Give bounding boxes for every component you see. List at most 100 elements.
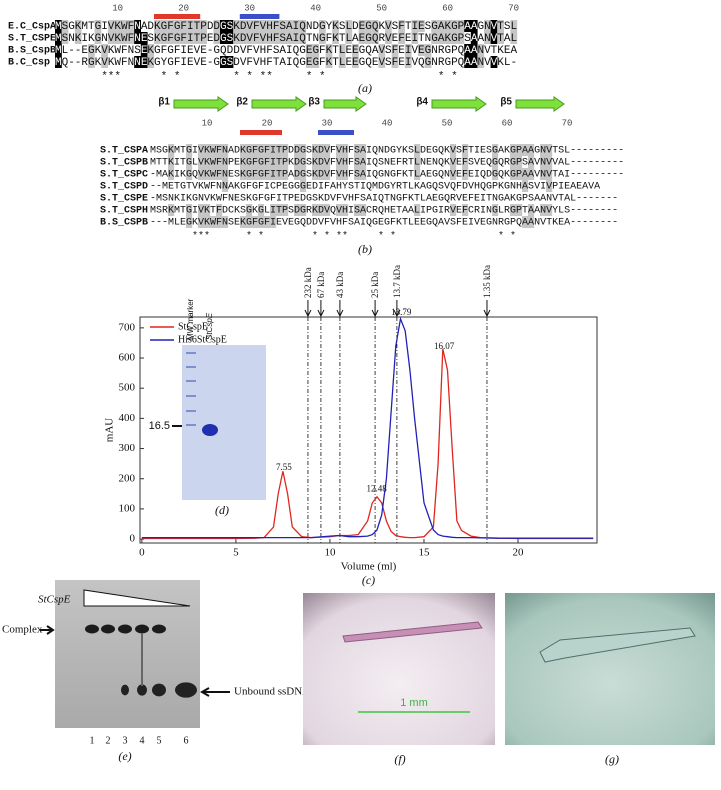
beta-strand: [431, 96, 487, 112]
conservation-stars: *** * * * * ** * * * *: [55, 71, 458, 83]
residue-shade: [411, 32, 419, 44]
y-tick-label: 600: [119, 352, 136, 364]
residue-shade: [213, 20, 221, 32]
residue-shade: [336, 144, 343, 156]
residue-shade: [371, 32, 379, 44]
residue-shade: [360, 168, 367, 180]
strand-label: β4: [416, 97, 428, 108]
residue-shade: [336, 204, 343, 216]
sequence-name: S.T_CSPA: [100, 146, 148, 157]
residue-shade: [464, 44, 471, 56]
residue-shade: [294, 168, 301, 180]
residue-shade: [292, 20, 300, 32]
residue-shade: [540, 144, 547, 156]
residue-shade: [210, 168, 217, 180]
residue-shade: [252, 216, 259, 228]
strand-label: β3: [308, 97, 320, 108]
residue-shade: [528, 144, 535, 156]
residue-shade: [490, 20, 498, 32]
residue-shade: [121, 32, 128, 44]
residue-shade: [360, 204, 367, 216]
residue-shade: [282, 204, 289, 216]
residue-shade: [510, 168, 517, 180]
strand-label: β2: [236, 97, 248, 108]
residue-shade: [286, 32, 293, 44]
residue-shade: [160, 20, 168, 32]
residue-shade: [358, 32, 366, 44]
residue-shade: [490, 32, 498, 44]
lane-number: 6: [184, 735, 189, 746]
x-tick-label: 10: [324, 547, 336, 559]
residue-shade: [431, 20, 438, 32]
marker-label: 232 kDa: [303, 267, 313, 298]
marker-arrow: [304, 300, 312, 318]
residue-shade: [332, 20, 339, 32]
residue-shade: [294, 204, 301, 216]
residue-shade: [114, 20, 122, 32]
complex-label: Complex: [2, 624, 43, 636]
residue-shade: [134, 32, 141, 44]
sequence-name: S.T_CSPB: [100, 158, 148, 169]
residue-shade: [528, 168, 535, 180]
series-line: [141, 316, 594, 539]
residue-shade: [516, 168, 523, 180]
sequence: MSNKIKGNVKWFNESKGFGFITPEDGSKDVFVHFSAIQTN…: [55, 33, 517, 45]
residue-shade: [516, 144, 523, 156]
unbound-band: [137, 684, 147, 696]
sequence: ---MLEGKVKWFNSEKGFGFIEVEGQDDVFVHFSAIQGEG…: [150, 218, 618, 229]
lane-number: 2: [106, 735, 111, 746]
residue-shade: [391, 44, 399, 56]
motif-bar: [318, 130, 354, 135]
ruler-label: 50: [442, 118, 453, 128]
residue-shade: [462, 168, 469, 180]
residue-shade: [522, 144, 529, 156]
residue-shade: [490, 56, 498, 68]
residue-shade: [462, 156, 469, 168]
residue-shade: [336, 168, 343, 180]
residue-shade: [522, 216, 529, 228]
residue-shade: [253, 20, 260, 32]
residue-shade: [305, 56, 313, 68]
marker-label: 43 kDa: [335, 272, 345, 298]
residue-shade: [546, 168, 553, 180]
protein-band: [202, 424, 218, 436]
residue-shade: [540, 204, 547, 216]
residue-shade: [216, 204, 223, 216]
complex-band: [152, 624, 166, 634]
residue-shade: [318, 144, 325, 156]
peak-label: 13.79: [391, 307, 412, 317]
residue-shade: [398, 20, 405, 32]
residue-shade: [216, 216, 223, 228]
marker-bands: [186, 352, 196, 426]
residue-shade: [477, 56, 485, 68]
sequence: MQ--RGKVKWFNNEKGYGFIEVE-GGSDVFVHFTAIQGEG…: [55, 57, 517, 69]
residue-shade: [220, 20, 227, 32]
residue-shade: [239, 20, 247, 32]
residue-shade: [140, 56, 148, 68]
y-tick-label: 400: [119, 412, 136, 424]
sequence-name: B.S_CspB: [8, 46, 56, 57]
residue-shade: [204, 204, 211, 216]
residue-shade: [220, 32, 227, 44]
residue-shade: [528, 216, 535, 228]
residue-shade: [352, 44, 359, 56]
residue-shade: [312, 156, 319, 168]
sequence-name: S.T_CSPD: [100, 182, 148, 193]
residue-shade: [222, 216, 229, 228]
residue-shade: [365, 32, 372, 44]
x-tick-label: 20: [513, 547, 525, 559]
residue-shade: [264, 144, 271, 156]
panel-label: (f): [394, 752, 405, 766]
residue-shade: [546, 144, 553, 156]
motif-bar: [239, 14, 280, 19]
residue-shade: [365, 20, 372, 32]
sequence-name: S.T_CSPH: [100, 206, 148, 217]
plot-frame: [139, 316, 598, 544]
residue-shade: [497, 32, 504, 44]
residue-shade: [437, 20, 445, 32]
residue-shade: [258, 168, 265, 180]
residue-shade: [61, 32, 69, 44]
residue-shade: [276, 204, 283, 216]
residue-shade: [55, 44, 62, 56]
residue-shade: [239, 32, 247, 44]
